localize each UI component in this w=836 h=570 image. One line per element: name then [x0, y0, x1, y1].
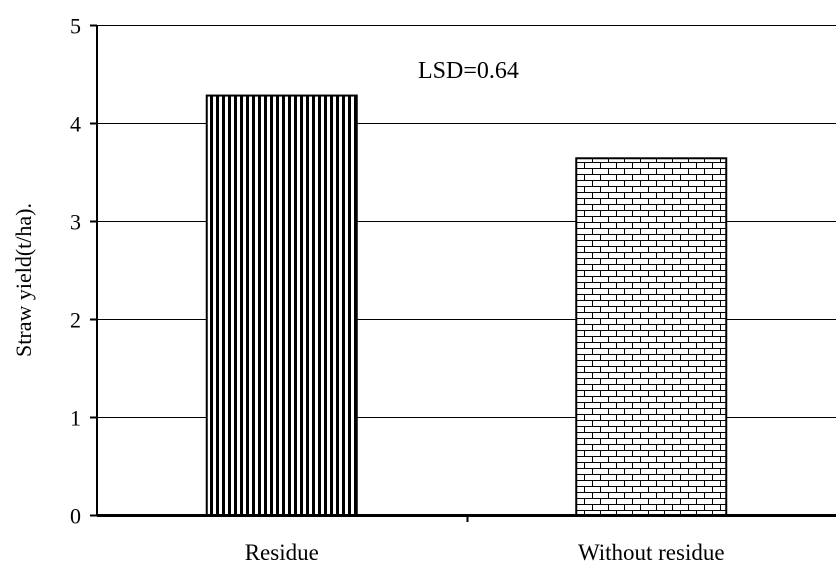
y-axis-title: Straw yield(t/ha). [11, 203, 36, 357]
y-tick-label: 3 [70, 210, 81, 235]
y-tick-label: 0 [70, 504, 81, 529]
y-tick-label: 1 [70, 406, 81, 431]
bar-residue [205, 94, 358, 516]
lsd-annotation: LSD=0.64 [418, 58, 519, 84]
y-tick-label: 4 [70, 112, 81, 137]
bars [205, 94, 728, 516]
axes [90, 24, 836, 522]
y-tick-label: 5 [70, 14, 81, 39]
x-category-label: Residue [245, 540, 319, 565]
labels: 0 1 2 3 4 5 Residue Without residue Straw yield(… [11, 14, 725, 566]
bar-without-residue [575, 157, 728, 516]
y-tick-label: 2 [70, 308, 81, 333]
x-category-label: Without residue [578, 540, 725, 565]
